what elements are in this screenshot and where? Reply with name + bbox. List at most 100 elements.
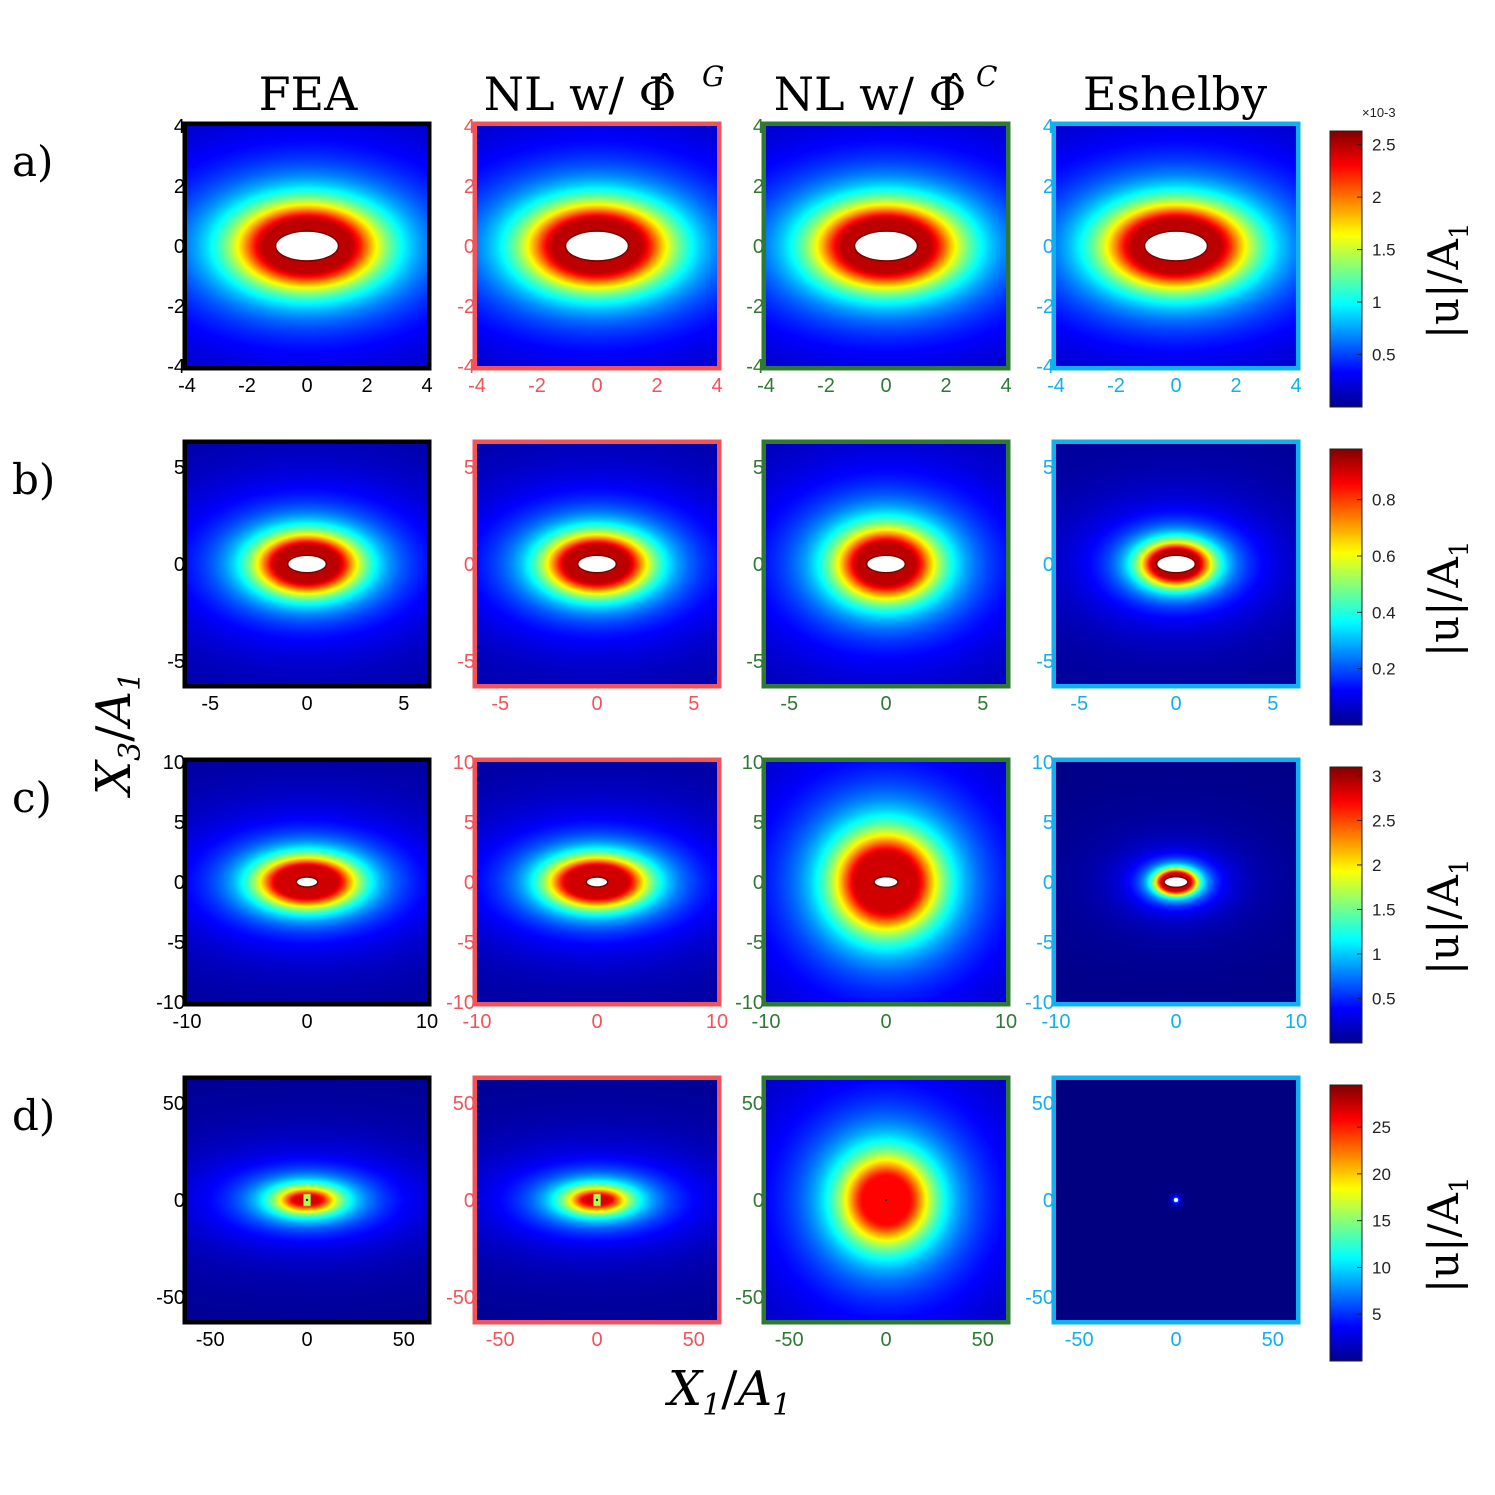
inclusion-outline	[1163, 875, 1189, 889]
x-tick-label: 10	[995, 1011, 1017, 1033]
x-tick-label: 5	[688, 693, 699, 715]
colorbar-tick-label: 0.2	[1372, 660, 1396, 679]
col-title-nl-c: NL w/ Φ̂ C	[774, 60, 998, 121]
y-tick-label: -10	[156, 992, 185, 1014]
heatmap-panel: -50 0 50 -50 0 50	[446, 1075, 722, 1351]
colorbar-tick-label: 1.5	[1372, 241, 1396, 260]
x-tick-label: -5	[491, 693, 509, 715]
y-tick-label: -5	[746, 651, 764, 673]
col-title-fea: FEA	[259, 67, 358, 121]
x-tick-label: 2	[940, 375, 951, 397]
colorbar-label: |u|/A1	[1419, 541, 1475, 657]
row-label: a)	[12, 137, 53, 186]
y-tick-label: 50	[163, 1093, 185, 1115]
svg-text:X1/A1: X1/A1	[664, 1361, 791, 1423]
x-tick-label: 10	[1285, 1011, 1307, 1033]
y-tick-label: 0	[464, 236, 475, 258]
y-tick-label: -50	[446, 1287, 475, 1309]
x-tick-label: -4	[468, 375, 486, 397]
heatmap-panel: -4 -2 0 2 4 -4 -2 0 2 4	[457, 116, 722, 397]
y-tick-label: 2	[174, 176, 185, 198]
colorbar-label: |u|/A1	[1419, 859, 1475, 975]
y-tick-label: -50	[735, 1287, 764, 1309]
y-tick-label: 0	[464, 872, 475, 894]
colorbar-label: |u|/A1	[1419, 1177, 1475, 1293]
center-mark	[884, 1198, 888, 1202]
colorbar-tick-label: 0.4	[1372, 603, 1396, 622]
x-tick-label: 2	[651, 375, 662, 397]
x-tick-label: 0	[301, 1329, 312, 1351]
x-tick-label: -4	[178, 375, 196, 397]
colorbar-exponent: ×10-3	[1362, 105, 1396, 120]
x-tick-label: -2	[1107, 375, 1125, 397]
x-tick-label: 0	[1170, 693, 1181, 715]
colorbar: 0.5 1 1.5 2 2.5 ×10-3 |u|/A1	[1329, 105, 1475, 408]
x-tick-label: 5	[398, 693, 409, 715]
inclusion-outline	[1143, 230, 1209, 262]
col-title-nl-g: NL w/ Φ̂ G	[484, 60, 725, 121]
x-tick-label: 0	[880, 693, 891, 715]
heatmap-image	[187, 444, 427, 684]
colorbar: 0.2 0.4 0.6 0.8 |u|/A1	[1329, 448, 1475, 726]
inclusion-outline	[1155, 554, 1197, 574]
y-tick-label: -2	[457, 296, 475, 318]
heatmap-panel: -10 0 10 -10 -5 0 5 10	[1025, 752, 1307, 1033]
x-tick-label: 50	[972, 1329, 994, 1351]
y-tick-label: 5	[1043, 812, 1054, 834]
x-tick-label: 50	[1262, 1329, 1284, 1351]
colorbar-gradient	[1329, 130, 1363, 408]
heatmap-image	[766, 444, 1006, 684]
y-tick-label: -10	[735, 992, 764, 1014]
y-tick-label: 0	[753, 236, 764, 258]
inclusion-outline	[295, 876, 319, 888]
x-tick-label: 0	[591, 1011, 602, 1033]
y-tick-label: -2	[167, 296, 185, 318]
svg-text:G: G	[702, 60, 724, 93]
heatmap-panel: -50 0 50 -50 0 50	[1025, 1075, 1301, 1351]
heatmap-panel: -50 0 50 -50 0 50	[735, 1075, 1011, 1351]
y-tick-label: 2	[1043, 176, 1054, 198]
heatmap-image	[477, 444, 717, 684]
y-tick-label: -10	[446, 992, 475, 1014]
y-tick-label: 4	[464, 116, 475, 138]
y-tick-label: 2	[464, 176, 475, 198]
heatmap-panel: -10 0 10 -10 -5 0 5 10	[735, 752, 1017, 1033]
svg-text:X3/A1: X3/A1	[86, 672, 148, 799]
x-tick-label: 0	[880, 1011, 891, 1033]
colorbar-tick-label: 1	[1372, 945, 1381, 964]
heatmap-panel: -5 0 5 -5 0 5	[167, 439, 432, 715]
x-tick-label: 5	[1267, 693, 1278, 715]
y-tick-label: 0	[753, 554, 764, 576]
y-tick-label: -4	[746, 356, 764, 378]
y-tick-label: 0	[753, 1190, 764, 1212]
colorbar-tick-label: 25	[1372, 1118, 1391, 1137]
heatmap-panel: -4 -2 0 2 4 -4 -2 0 2 4	[167, 116, 432, 397]
heatmap-image	[766, 762, 1006, 1002]
x-tick-label: -10	[173, 1011, 202, 1033]
colorbar-gradient	[1329, 766, 1363, 1044]
colorbar-tick-label: 2	[1372, 188, 1381, 207]
x-tick-label: -2	[817, 375, 835, 397]
y-tick-label: -50	[1025, 1287, 1054, 1309]
y-tick-label: -5	[1036, 932, 1054, 954]
y-tick-label: 0	[753, 872, 764, 894]
colorbar-tick-label: 1	[1372, 293, 1381, 312]
heatmap-image	[766, 126, 1006, 366]
colorbar: 0.5 1 1.5 2 2.5 3 |u|/A1	[1329, 766, 1475, 1044]
colorbar-label: |u|/A1	[1419, 223, 1475, 339]
colorbar-tick-label: 15	[1372, 1212, 1391, 1231]
y-tick-label: 50	[742, 1093, 764, 1115]
colorbar-tick-label: 3	[1372, 767, 1381, 786]
x-tick-label: -2	[528, 375, 546, 397]
y-tick-label: 5	[753, 457, 764, 479]
x-tick-label: 0	[591, 1329, 602, 1351]
center-mark	[595, 1198, 599, 1202]
x-tick-label: -50	[1065, 1329, 1094, 1351]
x-tick-label: -50	[196, 1329, 225, 1351]
y-tick-label: 4	[174, 116, 185, 138]
y-tick-label: 5	[174, 457, 185, 479]
heatmap-panel: -4 -2 0 2 4 -4 -2 0 2 4	[746, 116, 1011, 397]
x-tick-label: 2	[361, 375, 372, 397]
y-tick-label: -5	[167, 932, 185, 954]
y-tick-label: -5	[167, 651, 185, 673]
